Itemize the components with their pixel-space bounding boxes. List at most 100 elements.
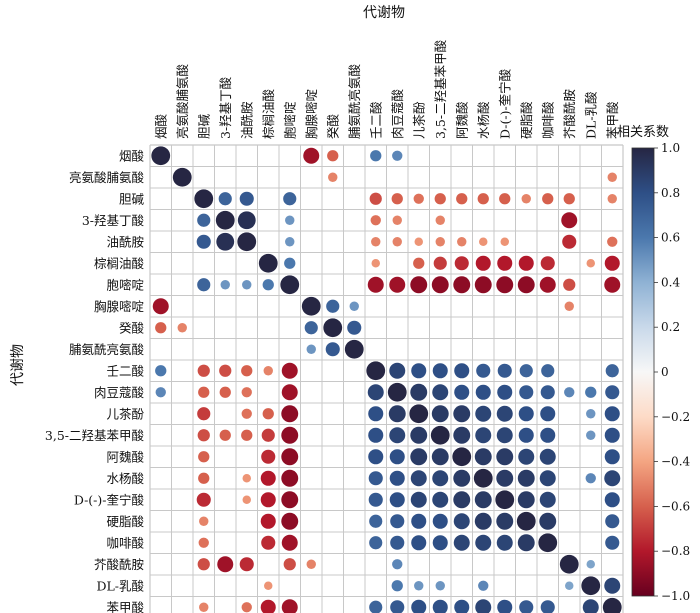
correlation-cell	[388, 405, 406, 423]
correlation-cell	[453, 513, 470, 530]
correlation-cell	[304, 321, 318, 335]
correlation-cell	[197, 213, 211, 227]
correlation-cell	[497, 255, 513, 271]
correlation-cell	[303, 147, 320, 164]
correlation-cell	[432, 535, 448, 551]
correlation-cell	[237, 232, 257, 252]
correlation-cell	[306, 344, 316, 354]
correlation-cell	[605, 514, 620, 529]
correlation-cell	[389, 449, 405, 465]
correlation-cell	[198, 537, 209, 548]
colorbar-tick-label: −0.6	[661, 499, 690, 513]
correlation-cell	[219, 429, 231, 441]
correlation-cell	[410, 276, 428, 294]
correlation-cell	[605, 385, 620, 400]
correlation-cell	[389, 427, 406, 444]
correlation-cell	[389, 276, 406, 293]
correlation-cell	[431, 448, 449, 466]
correlation-cell	[155, 365, 167, 377]
correlation-cell	[497, 599, 513, 613]
correlation-cell	[371, 259, 380, 268]
correlation-cell	[607, 194, 617, 204]
correlation-cell	[323, 318, 343, 338]
correlation-cell	[604, 577, 621, 594]
correlation-cell	[435, 215, 445, 225]
correlation-cell	[499, 193, 511, 205]
correlation-cell	[367, 276, 384, 293]
correlation-cell	[539, 512, 557, 530]
x-tick-label: 儿茶酚	[411, 101, 426, 139]
correlation-cell	[453, 405, 471, 423]
correlation-cell	[542, 193, 554, 205]
y-tick-label: 棕榈油酸	[94, 256, 145, 271]
correlation-cell	[518, 406, 534, 422]
correlation-cell	[453, 469, 471, 487]
y-tick-label: D-(-)-奎宁酸	[74, 492, 145, 507]
correlation-cell	[604, 276, 621, 293]
correlation-cell	[264, 581, 273, 590]
y-tick-label: 苯甲酸	[106, 600, 144, 613]
correlation-cell	[602, 597, 622, 613]
y-tick-label: 儿茶酚	[106, 406, 144, 421]
correlation-cell	[586, 430, 596, 440]
x-tick-label: 咖啡酸	[540, 101, 555, 139]
correlation-cell	[281, 534, 298, 551]
correlation-cell	[410, 491, 427, 508]
correlation-cell	[281, 469, 299, 487]
x-tick-label: 癸酸	[325, 113, 340, 139]
x-tick-label: 阿魏酸	[454, 101, 469, 139]
correlation-cell	[605, 364, 619, 378]
correlation-cell	[453, 534, 470, 551]
correlation-cell	[219, 386, 231, 398]
x-tick-label: 壬二酸	[368, 101, 383, 139]
x-tick-label: 胞嘧啶	[282, 101, 297, 139]
correlation-cell	[496, 469, 514, 487]
correlation-cell	[281, 426, 299, 444]
correlation-cell	[473, 468, 493, 488]
x-tick-label: 棕榈油酸	[261, 88, 276, 139]
y-tick-label: 亮氨酸脯氨酸	[69, 170, 145, 185]
y-tick-label: 3,5-二羟基苯甲酸	[45, 428, 145, 443]
correlation-cell	[475, 255, 491, 271]
correlation-cell	[432, 491, 449, 508]
correlation-cell	[432, 384, 449, 401]
correlation-cell	[263, 366, 273, 376]
x-tick-label: 烟酸	[153, 113, 168, 139]
colorbar-label: 相关系数	[617, 125, 669, 140]
correlation-cell	[306, 559, 316, 569]
correlation-cell	[301, 296, 321, 316]
y-tick-label: 胆碱	[119, 191, 145, 206]
correlation-cell	[457, 237, 467, 247]
y-tick-label: 癸酸	[119, 320, 145, 335]
y-tick-label: 脯氨酰亮氨酸	[69, 342, 145, 357]
correlation-cell	[370, 150, 382, 162]
correlation-cell	[241, 408, 252, 419]
correlation-cell	[220, 280, 230, 290]
correlation-cell	[432, 470, 449, 487]
correlation-cell	[581, 576, 601, 596]
x-tick-label: 水杨酸	[476, 101, 491, 139]
correlation-cell	[432, 599, 448, 613]
correlation-cell	[197, 407, 211, 421]
correlation-cell	[284, 257, 296, 269]
correlation-cell	[197, 558, 210, 571]
correlation-cell	[474, 448, 492, 466]
correlation-cell	[281, 491, 299, 509]
colorbar-tick-label: 1.0	[661, 141, 680, 155]
correlation-cell	[198, 386, 210, 398]
correlation-cell	[198, 472, 210, 484]
correlation-cell	[453, 491, 471, 509]
correlation-cell	[582, 599, 599, 613]
correlation-cell	[410, 448, 428, 466]
correlation-cell	[368, 449, 384, 465]
x-tick-label: 3,5-二羟基苯甲酸	[433, 39, 448, 139]
correlation-cell	[281, 384, 298, 401]
correlation-cell	[347, 320, 362, 335]
correlation-cell	[325, 342, 340, 357]
y-tick-label: 肉豆蔻酸	[94, 385, 145, 400]
correlation-cell	[390, 535, 405, 550]
correlation-cell	[410, 470, 427, 487]
y-tick-label: 胸腺嘧啶	[94, 299, 145, 314]
correlation-cell	[585, 386, 597, 398]
